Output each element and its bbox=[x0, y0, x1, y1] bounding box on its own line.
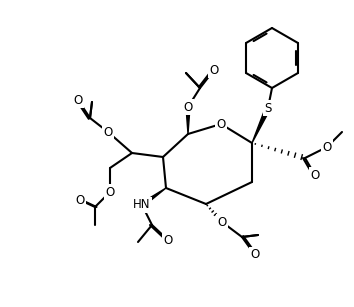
Text: O: O bbox=[183, 100, 193, 114]
Text: HN: HN bbox=[133, 199, 151, 212]
Text: O: O bbox=[75, 193, 85, 207]
Text: O: O bbox=[209, 64, 219, 76]
Text: O: O bbox=[164, 234, 173, 247]
Text: S: S bbox=[264, 102, 272, 115]
Text: O: O bbox=[217, 216, 227, 228]
Text: O: O bbox=[73, 94, 82, 107]
Text: O: O bbox=[105, 185, 115, 199]
Polygon shape bbox=[252, 107, 270, 143]
Polygon shape bbox=[141, 188, 166, 207]
Text: O: O bbox=[322, 141, 332, 154]
Text: O: O bbox=[216, 118, 225, 130]
Text: O: O bbox=[103, 126, 113, 138]
Text: O: O bbox=[310, 169, 320, 181]
Text: O: O bbox=[250, 248, 259, 262]
Polygon shape bbox=[186, 107, 190, 134]
